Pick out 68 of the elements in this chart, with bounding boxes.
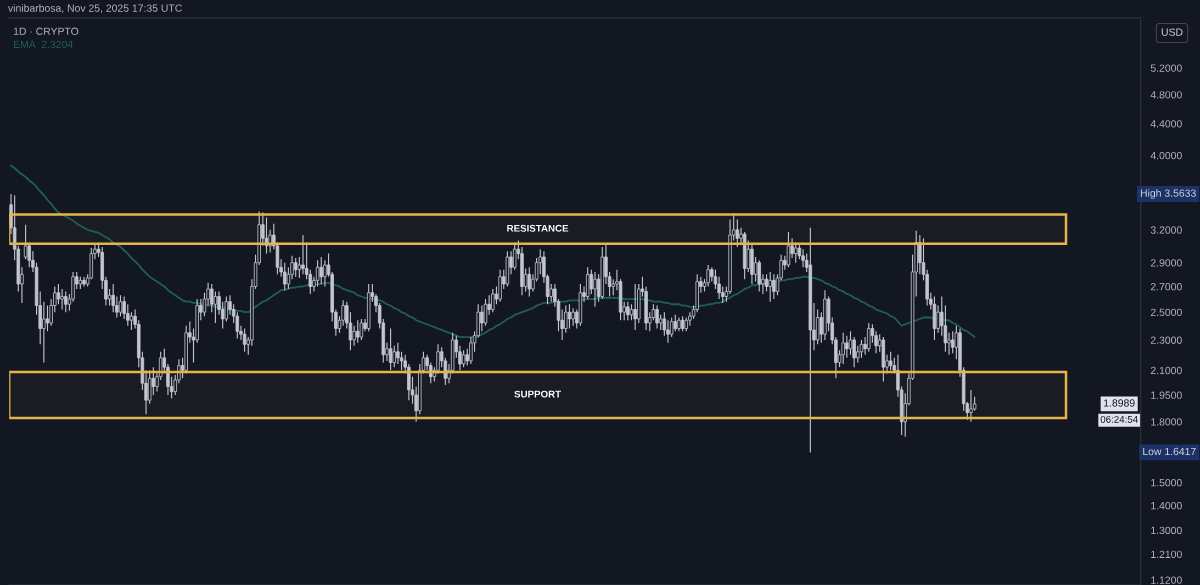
- candlestick: [655, 304, 659, 330]
- candlestick: [315, 259, 320, 288]
- text: EMA: [13, 40, 36, 48]
- y-tick-label: 4.4000: [1150, 120, 1182, 128]
- text: Low 1.6417: [1143, 447, 1196, 456]
- candlestick: [483, 298, 488, 327]
- y-tick-label: 2.5000: [1150, 308, 1182, 317]
- candlestick: [512, 242, 517, 271]
- candlestick: [571, 307, 575, 327]
- text: High 3.5633: [1140, 189, 1196, 199]
- candlestick: [845, 335, 849, 359]
- candlestick: [585, 266, 590, 300]
- candlestick: [498, 269, 502, 303]
- y-tick-label: 4.8000: [1150, 91, 1182, 99]
- candlestick: [42, 301, 46, 363]
- candlestick: [283, 262, 287, 291]
- candlestick: [888, 351, 893, 371]
- candlestick: [356, 319, 360, 344]
- candlestick: [867, 322, 871, 353]
- y-tick-label: 5.2000: [1150, 64, 1182, 72]
- candlestick: [491, 288, 495, 313]
- candlestick: [213, 290, 218, 324]
- candlestick: [757, 259, 761, 293]
- y-tick-label: 1.9500: [1151, 391, 1182, 399]
- annotation: 1.8989: [1104, 399, 1135, 407]
- y-tick-label: 1.5000: [1151, 478, 1182, 487]
- candlestick: [848, 330, 853, 356]
- text: USD: [1161, 28, 1183, 36]
- y-tick-label: 1.4000: [1151, 501, 1182, 510]
- candlestick: [293, 257, 298, 278]
- candlestick: [969, 389, 973, 423]
- candlestick: [319, 256, 323, 285]
- y-tick-label: 2.3000: [1150, 336, 1182, 344]
- y-tick-label: 2.1000: [1150, 366, 1182, 375]
- candlestick: [626, 301, 630, 321]
- candlestick: [23, 224, 28, 260]
- candlestick: [772, 273, 776, 300]
- candlestick: [706, 264, 710, 288]
- y-tick-label: 1.1200: [1151, 576, 1182, 584]
- candlestick: [242, 327, 247, 353]
- candlestick: [567, 303, 572, 330]
- candlestick: [45, 304, 50, 332]
- candlestick: [56, 283, 61, 305]
- y-tick-label: 2.9000: [1150, 259, 1182, 267]
- candlestick: [593, 271, 597, 308]
- text: 1D · CRYPTO: [13, 27, 79, 35]
- candlestick: [480, 304, 484, 332]
- candlestick: [60, 288, 64, 311]
- candlestick: [118, 294, 123, 317]
- candlestick: [786, 231, 791, 268]
- text: vinibarbosa, Nov 25, 2025 17:35 UTC: [8, 4, 182, 14]
- candlestick: [392, 345, 396, 368]
- y-tick-label: 1.3000: [1151, 526, 1182, 535]
- band-label: SUPPORT: [514, 390, 561, 398]
- y-tick-label: 1.2100: [1151, 550, 1182, 558]
- candlestick: [841, 332, 845, 365]
- y-tick-label: 1.8000: [1151, 418, 1182, 426]
- annotation: 2.3204: [41, 40, 73, 49]
- candlestick: [633, 283, 637, 331]
- candlestick: [801, 248, 805, 268]
- y-tick-label: 3.2000: [1150, 226, 1182, 234]
- candlestick: [301, 234, 305, 275]
- y-tick-label: 4.0000: [1150, 151, 1182, 160]
- annotation: 06:24:54: [1100, 415, 1138, 423]
- candlestick: [388, 327, 393, 371]
- candlestick: [950, 330, 955, 354]
- y-tick-label: 2.7000: [1150, 282, 1182, 291]
- band-label: RESISTANCE: [507, 224, 569, 232]
